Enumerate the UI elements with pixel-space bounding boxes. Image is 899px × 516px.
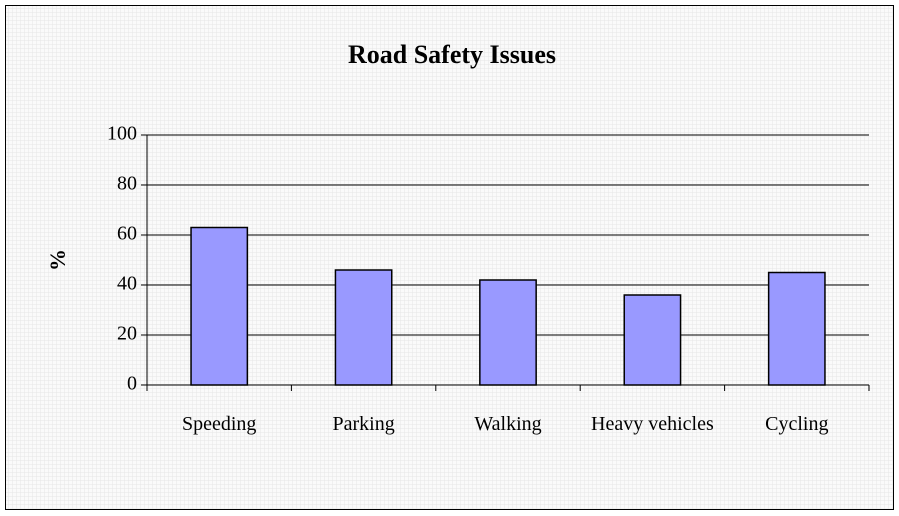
bar	[623, 294, 682, 386]
y-tick-label: 100	[107, 123, 137, 145]
bar	[190, 226, 249, 386]
x-tick-label: Heavy vehicles	[591, 413, 714, 435]
bar	[479, 279, 537, 386]
y-tick-label: 40	[117, 273, 137, 295]
x-tick-label: Walking	[474, 413, 542, 435]
chart-title: Road Safety Issues	[348, 40, 556, 69]
y-tick-label: 80	[117, 173, 137, 195]
x-tick-label: Speeding	[181, 413, 257, 435]
chart-frame	[5, 5, 894, 510]
x-tick-label: Cycling	[765, 413, 829, 435]
y-axis-label: %	[45, 249, 70, 271]
bar	[767, 271, 826, 386]
x-tick-label: Parking	[332, 413, 395, 435]
y-tick-label: 60	[117, 223, 137, 245]
bar	[334, 269, 393, 386]
y-tick-label: 20	[117, 323, 137, 345]
y-tick-label: 0	[127, 373, 137, 395]
